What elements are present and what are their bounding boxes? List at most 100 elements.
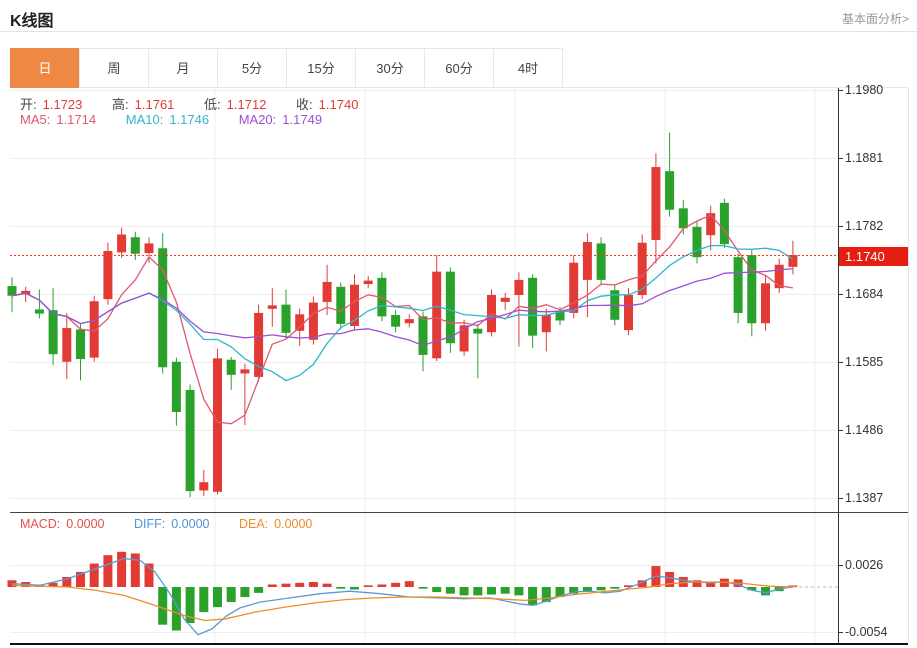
candle-body (432, 271, 442, 359)
macd-bar (144, 563, 154, 587)
macd-bar (432, 587, 442, 593)
macd-axis-tick: 0.0026 (845, 557, 884, 572)
macd-bar (692, 580, 702, 587)
macd-bar (514, 587, 524, 596)
candle-body (48, 310, 58, 355)
high-label: 高: (112, 97, 129, 112)
macd-bar (226, 587, 236, 603)
candle-body (62, 328, 72, 362)
macd-bar (62, 576, 72, 587)
macd-bar (418, 587, 428, 589)
tab-month[interactable]: 月 (148, 48, 218, 88)
ma5-value: 1.1714 (56, 112, 97, 127)
candle-body (541, 314, 551, 333)
candle-body (528, 277, 538, 336)
candle-body (404, 319, 414, 324)
macd-bar (363, 585, 373, 587)
candle-body (171, 361, 181, 412)
main-axis-tick: 1.1684 (845, 286, 884, 301)
tab-30min[interactable]: 30分 (355, 48, 425, 88)
macd-bar (610, 587, 620, 589)
macd-bar (158, 587, 168, 625)
main-axis-tick: 1.1387 (845, 490, 884, 505)
tab-60min[interactable]: 60分 (424, 48, 494, 88)
candle-body (295, 314, 305, 331)
candle-body (103, 250, 113, 300)
ma20-label: MA20: (238, 112, 277, 127)
macd-axis-tick: -0.0054 (845, 624, 888, 639)
candle-body (158, 248, 168, 368)
macd-bar (117, 551, 127, 587)
open-label: 开: (20, 97, 37, 112)
candle-body (34, 309, 44, 314)
candle-body (213, 358, 222, 492)
dea-value: 0.0000 (274, 517, 313, 531)
candle-body (322, 281, 332, 302)
main-axis-tick: 1.1486 (845, 422, 884, 437)
candle-body (350, 284, 359, 326)
macd-bar (89, 563, 99, 587)
candle-body (514, 279, 524, 296)
macd-bar (582, 587, 592, 593)
macd-bar (350, 587, 359, 590)
ma10-line (11, 244, 794, 382)
tab-5min[interactable]: 5分 (217, 48, 287, 88)
macd-bar (747, 587, 757, 591)
candle-body (747, 255, 757, 324)
open-value: 1.1723 (42, 97, 83, 112)
candle-body (281, 304, 291, 333)
candle-body (391, 314, 401, 327)
candle-body (706, 213, 716, 236)
macd-bar (445, 587, 455, 594)
candle-body (308, 302, 318, 340)
macd-legend: MACD: 0.0000 DIFF: 0.0000 DEA: 0.0000 (20, 517, 318, 531)
candle-body (678, 208, 688, 229)
candle-body (788, 255, 798, 267)
candle-body (7, 286, 17, 296)
macd-bar (706, 581, 716, 587)
macd-bar (76, 571, 85, 587)
tab-4hour[interactable]: 4时 (493, 48, 563, 88)
candle-body (761, 283, 770, 324)
macd-bar (103, 555, 113, 587)
macd-bar (761, 587, 770, 596)
macd-bar (404, 581, 414, 587)
candle-body (774, 264, 784, 289)
macd-bar (624, 585, 633, 587)
macd-bar (500, 587, 510, 594)
tab-15min[interactable]: 15分 (286, 48, 356, 88)
candle-body (692, 226, 702, 258)
candle-body (76, 329, 85, 360)
candle-body (254, 312, 264, 377)
candle-body (459, 325, 469, 352)
candle-body (719, 202, 729, 245)
macd-bar (541, 587, 551, 603)
candle-body (185, 389, 195, 492)
macd-bar (308, 581, 318, 587)
macd-bar (637, 580, 647, 587)
candle-body (624, 295, 633, 331)
candle-body (569, 262, 579, 313)
candle-body (267, 305, 277, 309)
ma-legend: MA5: 1.1714 MA10: 1.1746 MA20: 1.1749 (20, 112, 328, 127)
macd-bar (528, 587, 538, 606)
candle-body (199, 482, 209, 491)
dea-line (11, 581, 794, 622)
macd-bar (199, 587, 209, 613)
candle-body (733, 257, 743, 313)
candle-body (89, 301, 99, 358)
macd-label: MACD: (20, 517, 61, 531)
macd-bar (788, 585, 798, 587)
macd-bar (281, 583, 291, 587)
macd-bar (240, 587, 250, 598)
tab-day[interactable]: 日 (10, 48, 80, 88)
page-title: K线图 (10, 13, 54, 30)
macd-bar (459, 587, 469, 596)
main-axis-tick: 1.1980 (845, 82, 884, 97)
main-axis-tick: 1.1881 (845, 150, 884, 165)
current-price-badge: 1.1740 (839, 246, 908, 266)
candle-body (336, 286, 346, 324)
fundamental-analysis-link[interactable]: 基本面分析> (841, 12, 909, 26)
